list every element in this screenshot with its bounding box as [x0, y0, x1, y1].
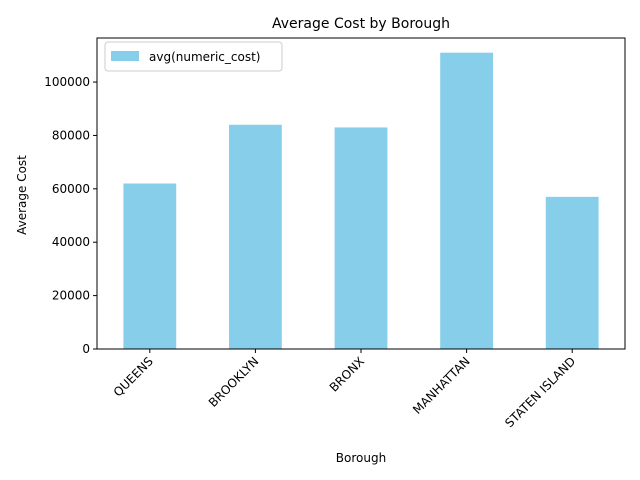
x-tick-label: BROOKLYN [206, 354, 262, 410]
x-tick-label: MANHATTAN [410, 354, 473, 417]
y-axis-label: Average Cost [15, 155, 29, 235]
y-tick-label: 60000 [52, 182, 90, 196]
x-axis-label: Borough [336, 451, 386, 465]
bar-staten-island [545, 196, 599, 349]
bar-bronx [334, 127, 388, 349]
bar-brooklyn [229, 124, 282, 349]
x-tick-label: STATEN ISLAND [502, 354, 578, 430]
y-tick-label: 80000 [52, 128, 90, 142]
y-tick-label: 100000 [44, 75, 90, 89]
chart-title: Average Cost by Borough [272, 16, 450, 32]
legend-frame [104, 41, 283, 72]
legend-label: avg(numeric_cost) [149, 50, 260, 64]
y-tick-label: 0 [82, 342, 90, 356]
plot-area: 0 20000 40000 60000 80000 100000 QUEENS BROOKLY… [44, 37, 626, 430]
y-tick-label: 20000 [52, 289, 90, 303]
bar-queens [123, 183, 177, 349]
y-tick-label: 40000 [52, 235, 90, 249]
x-tick-label: BRONX [327, 354, 367, 394]
x-tick-label: QUEENS [111, 354, 156, 399]
bar-manhattan [440, 52, 493, 349]
legend-swatch [111, 51, 139, 61]
legend: avg(numeric_cost) [104, 41, 283, 72]
